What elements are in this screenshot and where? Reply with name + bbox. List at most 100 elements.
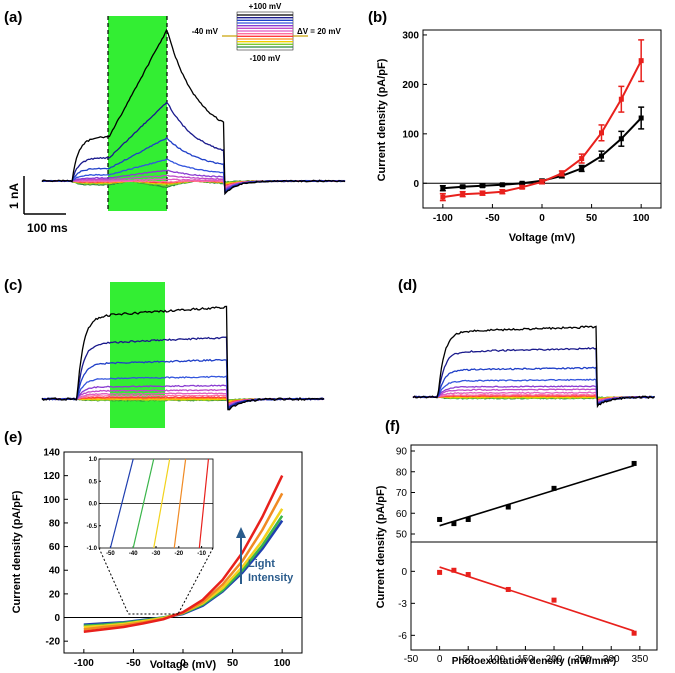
data-point-red xyxy=(480,190,485,196)
plot-frame-f xyxy=(410,444,658,651)
scale-current-label: 1 nA xyxy=(7,183,21,209)
panel-b: -100 -50 0 50 100 0 100 200 300 Voltage (mV) Cur… xyxy=(376,29,662,244)
y-tick-label-f-top: 80 xyxy=(396,467,408,478)
inset-x-tick-label: -40 xyxy=(129,551,138,557)
x-tick-label-f: 200 xyxy=(546,654,563,665)
data-point-red xyxy=(638,58,644,64)
y-tick-label-f-bottom: 0 xyxy=(401,567,407,578)
data-point-bottom xyxy=(551,597,557,603)
data-point-red xyxy=(559,170,565,176)
inset-y-tick-label: 1.0 xyxy=(89,457,98,463)
y-tick-label-e: -20 xyxy=(46,637,61,648)
data-point-red xyxy=(599,130,604,136)
y-tick-label-e: 60 xyxy=(49,542,61,553)
chart-f: -50 0 50 100 150 200 250 300 350 50 60 70 80 90 0 -3 -6 xyxy=(396,444,658,665)
light-label: Light xyxy=(248,558,275,570)
data-point-black xyxy=(499,182,505,188)
protocol-top-label: +100 mV xyxy=(249,2,282,11)
current-trace xyxy=(413,378,655,406)
light-window-c xyxy=(110,282,165,428)
data-point-black xyxy=(579,165,585,171)
y-tick-label-e: 20 xyxy=(49,589,61,600)
data-point-top xyxy=(631,460,637,466)
panel-a: 1 nA 100 ms +100 mV -100 mV -40 mV ΔV = … xyxy=(7,2,346,235)
data-point-red xyxy=(460,191,466,197)
data-point-red xyxy=(579,156,585,162)
data-point-red xyxy=(440,194,446,200)
data-point-red xyxy=(618,96,624,102)
fit-line-bottom xyxy=(439,566,635,632)
data-point-red xyxy=(539,179,545,185)
x-tick-label-f: 50 xyxy=(463,654,475,665)
y-tick-label-f-top: 50 xyxy=(396,530,408,541)
y-tick-label-f-top: 70 xyxy=(396,488,408,499)
current-trace xyxy=(41,305,325,411)
panel-label-d: (d) xyxy=(398,277,417,294)
panel-label-a: (a) xyxy=(4,9,22,26)
x-tick-label-e: -50 xyxy=(126,658,141,669)
inset-iv-line xyxy=(173,458,187,549)
x-tick-label-b: -50 xyxy=(485,213,500,224)
inset-iv-line xyxy=(153,458,171,549)
y-axis-label-e: Current density (pA/pF) xyxy=(11,490,23,613)
inset-x-tick-label: -50 xyxy=(106,551,115,557)
y-tick-label-e: 120 xyxy=(43,471,60,482)
data-point-black xyxy=(618,136,624,142)
y-tick-label-b: 200 xyxy=(402,80,419,91)
scale-bar: 1 nA 100 ms xyxy=(7,176,68,235)
iv-curve-red xyxy=(83,475,284,633)
x-tick-label-f: 350 xyxy=(631,654,648,665)
data-point-top xyxy=(551,485,557,491)
inset-y-tick-label: -0.5 xyxy=(87,524,98,530)
y-tick-label-f-top: 60 xyxy=(396,509,408,520)
x-tick-label-f: 250 xyxy=(574,654,591,665)
series-line-red xyxy=(442,60,643,199)
light-intensity-arrow-head xyxy=(236,527,246,538)
data-point-red xyxy=(519,184,525,190)
inset-y-tick-label: -1.0 xyxy=(87,546,98,552)
panel-label-c: (c) xyxy=(4,277,22,294)
scale-time-label: 100 ms xyxy=(27,221,68,235)
data-point-top xyxy=(437,516,443,522)
data-point-bottom xyxy=(451,567,457,573)
data-point-black xyxy=(599,153,604,159)
y-tick-label-b: 0 xyxy=(413,179,419,190)
protocol-inset: +100 mV -100 mV -40 mV ΔV = 20 mV xyxy=(192,2,342,63)
x-tick-label-f: 300 xyxy=(603,654,620,665)
x-tick-label-b: 50 xyxy=(586,213,598,224)
x-tick-label-f: -50 xyxy=(404,654,419,665)
x-tick-label-e: 100 xyxy=(274,658,291,669)
y-tick-label-b: 300 xyxy=(402,30,419,41)
data-point-top xyxy=(465,516,471,522)
inset-iv-line xyxy=(132,458,155,549)
y-axis-label-f: Current density (pA/pF) xyxy=(375,485,387,608)
inset-y-tick-label: 0.5 xyxy=(89,479,98,485)
traces-c xyxy=(41,305,325,411)
data-point-bottom xyxy=(437,569,443,575)
inset-x-tick-label: -10 xyxy=(197,551,206,557)
chart-e: -100 -50 0 50 100 -20 0 20 40 60 80 100 120 140 -50 -40… xyxy=(43,448,303,669)
y-tick-label-e: 40 xyxy=(49,566,61,577)
protocol-steps xyxy=(237,14,293,48)
panel-d xyxy=(412,325,655,409)
inset-x-tick-label: -20 xyxy=(174,551,183,557)
x-tick-label-f: 0 xyxy=(437,654,443,665)
current-trace xyxy=(41,28,346,196)
data-point-black xyxy=(480,183,485,189)
chart-b: -100 -50 0 50 100 0 100 200 300 xyxy=(402,29,662,224)
inset-iv-line xyxy=(198,458,210,549)
traces-d xyxy=(412,325,655,409)
data-point-black xyxy=(519,180,525,186)
panel-label-e: (e) xyxy=(4,429,22,446)
inset-iv-line xyxy=(109,458,134,549)
x-tick-label-e: 0 xyxy=(180,658,186,669)
y-tick-label-e: 80 xyxy=(49,518,61,529)
data-point-bottom xyxy=(631,630,637,636)
panel-c xyxy=(41,282,325,428)
data-point-top xyxy=(505,504,511,510)
protocol-bottom-label: -100 mV xyxy=(250,54,281,63)
inset-x-tick-label: -30 xyxy=(152,551,161,557)
x-axis-label-b: Voltage (mV) xyxy=(509,232,576,244)
